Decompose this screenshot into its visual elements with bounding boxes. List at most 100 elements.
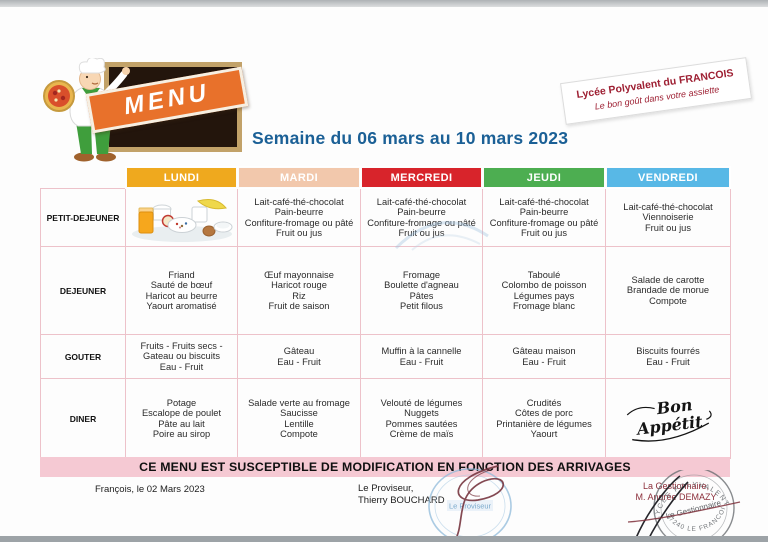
menu-item: Crème de maïs [389, 429, 454, 439]
footer-manager: La Gestionnaire, M. Andrée DEMAZY [620, 481, 732, 503]
menu-item: Compote [649, 295, 687, 306]
menu-item: Fruit ou jus [398, 228, 445, 238]
meal-row-petit-dejeuner: PETIT-DEJEUNER Lait-café-thé-chocolat Pai… [40, 188, 731, 247]
menu-item: Confiture-fromage ou pâté [367, 217, 476, 228]
menu-item: Lait-café-thé-chocolat [254, 196, 344, 207]
menu-item: Compote [280, 429, 318, 439]
cell-dejeuner-mercredi: Fromage Boulette d'agneau Pâtes Petit filou… [360, 246, 483, 335]
day-header-vendredi: VENDREDI [605, 166, 731, 189]
day-header-label: JEUDI [484, 168, 604, 187]
school-badge: Lycée Polyvalent du FRANCOIS Le bon goût… [559, 57, 753, 125]
row-label-dejeuner: DEJEUNER [40, 246, 126, 335]
meal-row-dejeuner: DEJEUNER Friand Sauté de bœuf Haricot au be… [40, 246, 731, 335]
menu-item: Haricot rouge [271, 280, 327, 290]
menu-item: Riz [292, 290, 306, 301]
day-header-mercredi: MERCREDI [360, 166, 483, 189]
menu-item: Eau - Fruit [277, 356, 321, 367]
day-header-label: VENDREDI [607, 168, 729, 187]
menu-item: Pain-beurre [397, 207, 446, 217]
cell-petit-dejeuner-vendredi: Lait-café-thé-chocolat Viennoiserie Fruit … [605, 188, 731, 247]
menu-item: Yaourt aromatisé [146, 301, 217, 311]
menu-item: Pommes sautées [385, 418, 458, 429]
menu-item: Crudités [526, 397, 562, 408]
row-label-gouter: GOUTER [40, 334, 126, 379]
meal-row-diner: DINER Potage Escalope de poulet Pâte au lai… [40, 378, 731, 459]
principal-signature [453, 465, 505, 542]
menu-item: Printanière de légumes [496, 418, 592, 429]
menu-item: Yaourt [530, 429, 558, 439]
cell-dejeuner-lundi: Friand Sauté de bœuf Haricot au beurre Yaou… [125, 246, 238, 335]
menu-item: Pâte au lait [158, 418, 205, 429]
menu-item: Fruit ou jus [645, 222, 691, 233]
menu-item: Fruit ou jus [521, 228, 567, 238]
day-header-label: LUNDI [127, 168, 236, 187]
day-header-lundi: LUNDI [125, 166, 238, 189]
cell-gouter-lundi: Fruits - Fruits secs - Gateau ou biscuit… [125, 334, 238, 379]
menu-item: Pâtes [409, 290, 434, 301]
footer-principal: Le Proviseur, Thierry BOUCHARD [358, 483, 445, 507]
menu-item: Taboulé [527, 269, 561, 280]
manager-title: La Gestionnaire, [642, 481, 710, 491]
scanner-edge-top [0, 0, 768, 7]
cell-petit-dejeuner-mardi: Lait-café-thé-chocolat Pain-beurre Confitu… [237, 188, 361, 247]
cell-petit-dejeuner-lundi [125, 188, 238, 247]
menu-item: Fruit de saison [268, 301, 330, 311]
table-corner [41, 167, 126, 189]
menu-item: Fruits - Fruits secs - Gateau ou biscuit… [140, 340, 223, 362]
menu-item: Biscuits fourrés [636, 346, 700, 356]
menu-item: Escalope de poulet [141, 408, 222, 418]
cell-gouter-mardi: Gâteau Eau - Fruit [237, 334, 361, 379]
menu-item: Gâteau maison [512, 346, 576, 356]
menu-item: Lait-café-thé-chocolat [499, 196, 589, 207]
menu-item: Viennoiserie [642, 212, 694, 223]
day-header-label: MERCREDI [362, 168, 481, 187]
menu-item: Lait-café-thé-chocolat [376, 196, 467, 207]
menu-item: Eau - Fruit [159, 361, 204, 372]
menu-item: Eau - Fruit [522, 356, 566, 367]
scanner-edge-bottom [0, 536, 768, 542]
menu-item: Petit filous [400, 301, 443, 311]
cell-diner-vendredi: Bon Appétit [605, 378, 731, 459]
menu-item: Sauté de bœuf [150, 280, 213, 290]
menu-item: Eau - Fruit [399, 356, 444, 367]
meal-row-gouter: GOUTER Fruits - Fruits secs - Gateau ou b… [40, 334, 731, 379]
menu-item: Côtes de porc [515, 408, 573, 418]
menu-item: Gâteau [283, 346, 315, 356]
menu-item: Eau - Fruit [646, 356, 690, 367]
cell-dejeuner-vendredi: Salade de carotte Brandade de morue Compot… [605, 246, 731, 335]
menu-item: Fruit ou jus [276, 228, 322, 238]
day-header-mardi: MARDI [237, 166, 361, 189]
svg-text:Bon: Bon [655, 395, 694, 418]
menu-item: Pain-beurre [274, 207, 324, 217]
footer-place-date: François, le 02 Mars 2023 [95, 484, 205, 495]
manager-name: M. Andrée DEMAZY [635, 492, 717, 502]
row-label-petit-dejeuner: PETIT-DEJEUNER [40, 188, 126, 247]
menu-item: Salade de carotte [631, 274, 705, 285]
breakfast-photo [129, 191, 234, 244]
principal-stamp-label: Le Proviseur [449, 502, 492, 511]
cell-gouter-jeudi: Gâteau maison Eau - Fruit [482, 334, 606, 379]
cell-petit-dejeuner-mercredi: Lait-café-thé-chocolat Pain-beurre Confitu… [360, 188, 483, 247]
cell-diner-mercredi: Velouté de légumes Nuggets Pommes sautées C… [360, 378, 483, 459]
bon-appetit-script: Bon Appétit [626, 395, 712, 442]
menu-item: Fromage [402, 269, 441, 280]
menu-item: Potage [166, 397, 197, 408]
menu-item: Légumes pays [513, 290, 575, 301]
menu-item: Œuf mayonnaise [264, 269, 334, 280]
day-header-jeudi: JEUDI [482, 166, 606, 189]
menu-item: Haricot au beurre [145, 290, 218, 301]
menu-item: Colombo de poisson [501, 280, 587, 290]
principal-name: Thierry BOUCHARD [358, 495, 445, 506]
menu-item: Saucisse [280, 408, 318, 418]
cell-dejeuner-mardi: Œuf mayonnaise Haricot rouge Riz Fruit de s… [237, 246, 361, 335]
cell-petit-dejeuner-jeudi: Lait-café-thé-chocolat Pain-beurre Confitu… [482, 188, 606, 247]
row-label-diner: DINER [40, 378, 126, 459]
day-header-label: MARDI [239, 168, 359, 187]
menu-item: Lait-café-thé-chocolat [623, 201, 713, 212]
menu-item: Velouté de légumes [380, 397, 463, 408]
menu-logo: MENU [36, 57, 249, 166]
weekly-menu-table: LUNDI MARDI MERCREDI JEUDI VENDREDI PETIT-DEJ… [40, 166, 731, 459]
menu-item: Confiture-fromage ou pâté [244, 217, 354, 228]
menu-item: Fromage blanc [512, 301, 575, 311]
